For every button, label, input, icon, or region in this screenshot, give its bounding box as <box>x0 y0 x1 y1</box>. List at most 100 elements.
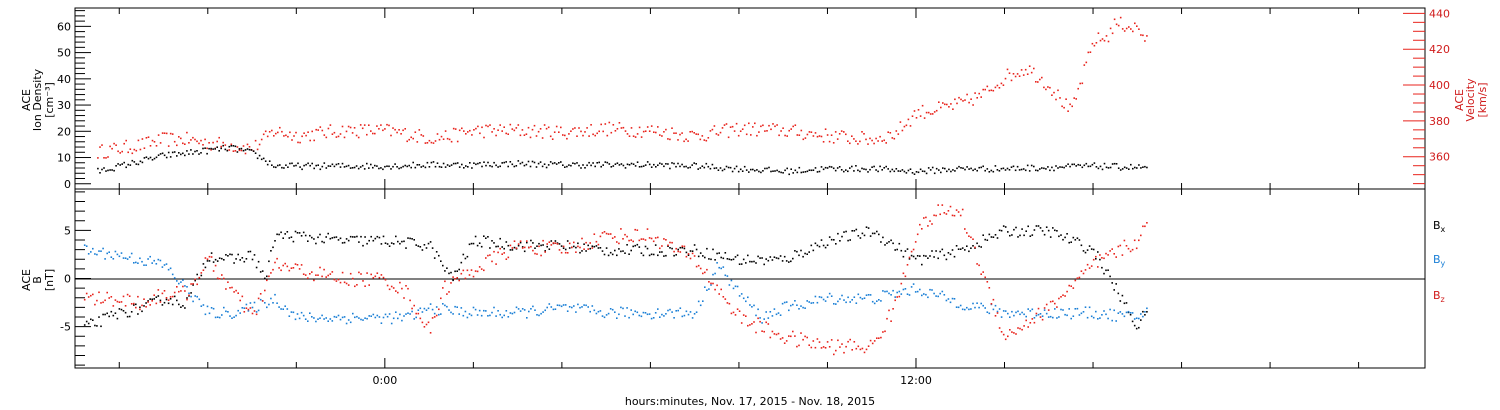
velocity-point <box>897 133 900 135</box>
bx-point <box>642 254 645 257</box>
bz-point <box>325 276 327 278</box>
by-point <box>1072 315 1075 317</box>
by-point <box>534 309 536 311</box>
by-point <box>329 318 332 320</box>
bz-point <box>110 296 113 298</box>
bz-point <box>585 241 587 244</box>
bx-point <box>921 263 923 266</box>
bz-point <box>368 284 370 286</box>
bz-point <box>671 241 673 244</box>
by-point <box>206 305 209 308</box>
b-axis-label-line1: ACE <box>20 269 33 291</box>
velocity-point <box>1000 82 1003 85</box>
velocity-point <box>408 138 410 141</box>
by-point <box>763 318 765 320</box>
bz-point <box>1123 239 1126 242</box>
by-point <box>747 296 749 299</box>
by-point <box>429 303 432 305</box>
bx-point <box>534 247 536 249</box>
bx-point <box>976 242 978 245</box>
density-point <box>545 166 548 169</box>
density-tick-label: 20 <box>57 125 71 138</box>
velocity-point <box>790 128 792 130</box>
density-point <box>867 171 869 173</box>
velocity-point <box>669 138 671 141</box>
by-point <box>423 307 426 310</box>
velocity-point <box>499 124 501 126</box>
by-point <box>204 313 207 316</box>
density-point <box>258 154 261 157</box>
bz-point <box>1101 257 1103 259</box>
by-point <box>435 306 438 308</box>
bx-point <box>276 233 278 236</box>
bz-point <box>304 274 307 276</box>
density-axis-label: ACE Ion Density [cm⁻³] <box>20 68 56 131</box>
velocity-point <box>275 132 277 135</box>
bz-point <box>411 307 413 310</box>
density-point <box>450 164 453 166</box>
bz-point <box>904 275 907 278</box>
bx-point <box>1007 231 1009 233</box>
density-point <box>1142 166 1144 168</box>
velocity-point <box>788 129 790 132</box>
bz-point <box>1007 335 1009 338</box>
by-point <box>171 273 174 276</box>
by-point <box>110 256 113 258</box>
density-point <box>1077 163 1079 166</box>
bx-point <box>425 247 428 249</box>
by-point <box>785 301 788 303</box>
density-point <box>899 170 902 172</box>
velocity-point <box>745 133 748 136</box>
bz-point <box>130 303 133 305</box>
velocity-point <box>938 101 940 103</box>
bz-point <box>380 274 383 276</box>
density-point <box>756 169 758 171</box>
by-point <box>106 252 108 255</box>
bx-point <box>724 252 727 254</box>
density-point <box>614 163 617 165</box>
bx-point <box>370 235 372 238</box>
bx-point <box>884 244 886 246</box>
velocity-point <box>543 124 546 126</box>
density-point <box>248 148 251 151</box>
velocity-point <box>366 133 368 136</box>
velocity-point <box>465 133 467 135</box>
by-point <box>806 300 808 302</box>
bz-point <box>912 248 915 251</box>
bx-point <box>593 245 596 248</box>
velocity-tick-label: 380 <box>1429 115 1450 128</box>
bz-point <box>1043 307 1046 309</box>
velocity-point <box>1008 72 1011 74</box>
bz-point <box>235 289 237 292</box>
bx-point <box>583 243 585 245</box>
bz-point <box>783 342 786 344</box>
by-point <box>223 306 225 309</box>
bx-point <box>186 297 188 299</box>
b-tick-label: 0 <box>64 273 71 286</box>
bx-point <box>462 253 465 256</box>
density-point <box>176 155 178 157</box>
by-point <box>153 259 155 262</box>
velocity-point <box>786 135 788 137</box>
bz-point <box>145 306 147 308</box>
density-point <box>145 156 148 158</box>
velocity-point <box>549 135 552 138</box>
density-point <box>521 161 524 164</box>
density-point <box>578 164 580 167</box>
by-point <box>593 309 596 312</box>
by-point <box>90 251 92 253</box>
velocity-point <box>760 125 762 128</box>
bz-point <box>1117 245 1120 248</box>
bz-point <box>1039 316 1042 318</box>
density-point <box>1132 167 1134 170</box>
density-point <box>238 148 241 150</box>
density-point <box>549 161 552 163</box>
velocity-point <box>281 130 283 133</box>
velocity-point <box>675 132 677 134</box>
by-point <box>611 308 614 311</box>
velocity-point <box>434 140 437 142</box>
bz-point <box>401 287 403 290</box>
bz-point <box>1015 333 1017 335</box>
by-point <box>663 315 665 317</box>
by-point <box>530 308 532 310</box>
